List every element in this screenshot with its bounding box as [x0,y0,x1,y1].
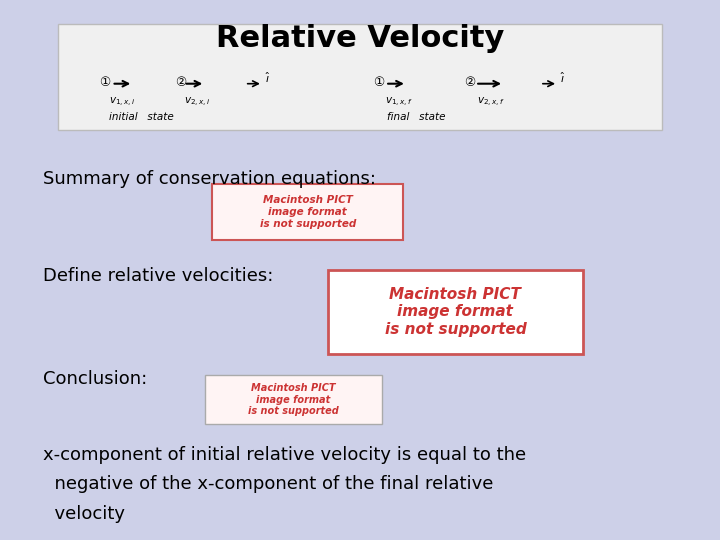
Text: Define relative velocities:: Define relative velocities: [43,267,274,285]
Text: ②: ② [464,76,476,89]
FancyBboxPatch shape [328,270,583,354]
Text: Conclusion:: Conclusion: [43,370,148,388]
Text: ②: ② [175,76,186,89]
Text: $v_{1,x,f}$: $v_{1,x,f}$ [385,96,413,109]
FancyBboxPatch shape [212,184,403,240]
Text: $v_{2,x,i}$: $v_{2,x,i}$ [184,96,210,109]
Text: $v_{2,x,f}$: $v_{2,x,f}$ [477,96,505,109]
Text: negative of the x-component of the final relative: negative of the x-component of the final… [43,475,494,493]
Text: Relative Velocity: Relative Velocity [216,24,504,53]
Text: ①: ① [373,76,384,89]
Text: initial   state: initial state [109,112,174,123]
Text: Summary of conservation equations:: Summary of conservation equations: [43,170,376,188]
FancyBboxPatch shape [205,375,382,424]
Text: Macintosh PICT
image format
is not supported: Macintosh PICT image format is not suppo… [384,287,526,337]
Text: $\hat{\imath}$: $\hat{\imath}$ [560,71,566,85]
Text: ①: ① [99,76,111,89]
Text: final   state: final state [387,112,446,123]
Text: Macintosh PICT
image format
is not supported: Macintosh PICT image format is not suppo… [248,383,339,416]
Text: $v_{1,x,i}$: $v_{1,x,i}$ [109,96,136,109]
Text: velocity: velocity [43,505,125,523]
Text: $\hat{\imath}$: $\hat{\imath}$ [265,71,271,85]
Text: x-component of initial relative velocity is equal to the: x-component of initial relative velocity… [43,446,526,463]
FancyBboxPatch shape [58,24,662,130]
Text: Macintosh PICT
image format
is not supported: Macintosh PICT image format is not suppo… [260,195,356,228]
